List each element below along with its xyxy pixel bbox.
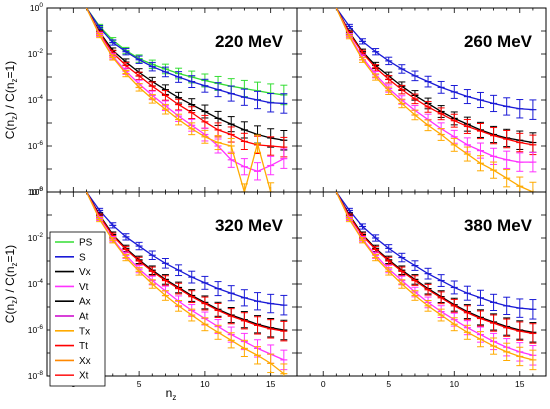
x-axis-title: nz <box>166 386 177 402</box>
legend-box <box>49 231 106 387</box>
panels-layer: 100 10-2 10-4 10-6 10-8 220 MeV 260 MeV 0 5 10 15 1… <box>28 2 547 389</box>
legend-label-vx: Vx <box>79 267 91 278</box>
series-line-s <box>335 8 533 111</box>
y-tick-label: 100 <box>30 2 43 13</box>
panel-title: 320 MeV <box>215 216 284 235</box>
y-axis-title-top: C(nz) / C(nz=1) <box>3 61 19 139</box>
legend-label-vt: Vt <box>79 282 89 293</box>
series-line-vx <box>85 8 284 141</box>
panel-1: 100 10-2 10-4 10-6 10-8 220 MeV <box>28 2 298 197</box>
legend-label-ax: Ax <box>79 297 91 308</box>
y-tick-label: 10-8 <box>28 370 44 381</box>
panel-title: 380 MeV <box>464 216 533 235</box>
y-axis-title-bottom: C(nz) / C(nz=1) <box>3 245 19 323</box>
y-tick-label: 10-2 <box>28 48 44 59</box>
series-line-tx <box>335 8 534 192</box>
series-line-tx <box>335 192 534 361</box>
series-line-vx <box>335 8 534 144</box>
legend-label-tx: Tx <box>79 326 90 337</box>
panel-4: 0 5 10 15 380 MeV <box>296 191 547 389</box>
legend-label-xx: Xx <box>79 356 91 367</box>
series-line-vt <box>335 192 534 356</box>
series-group <box>335 8 537 192</box>
panel-2: 260 MeV <box>296 7 547 193</box>
series-line-tt <box>85 8 284 148</box>
series-line-vt <box>85 192 285 361</box>
y-tick-label: 10-8 <box>28 186 44 197</box>
series-line-tt <box>85 192 284 332</box>
y-tick-label: 10-2 <box>28 232 44 243</box>
series-line-vx <box>85 192 284 331</box>
series-group <box>335 192 537 371</box>
series-line-vt <box>335 8 533 163</box>
series-group <box>85 8 288 192</box>
legend-label-s: S <box>79 252 86 263</box>
series-line-tt <box>335 192 534 335</box>
legend-label-ps: PS <box>79 238 93 249</box>
panel-title: 260 MeV <box>464 32 533 51</box>
y-tick-label: 10-4 <box>28 94 44 105</box>
series-line-ps <box>85 8 284 96</box>
axis-titles: C(nz) / C(nz=1) C(nz) / C(nz=1) nz <box>3 61 176 402</box>
panel-title: 220 MeV <box>215 32 284 51</box>
y-tick-label: 100 <box>30 186 43 197</box>
y-tick-label: 10-4 <box>28 278 44 289</box>
legend-label-at: At <box>79 312 89 323</box>
series-line-s <box>85 8 284 105</box>
series-line-tx <box>85 192 285 375</box>
x-tick-label: 15 <box>515 379 525 389</box>
x-tick-label: 15 <box>266 379 276 389</box>
series-line-tt <box>335 8 534 146</box>
legend: PS S Vx Vt Ax At Tx Tt Xx Xt <box>49 231 106 387</box>
y-tick-label: 10-6 <box>28 140 44 151</box>
series-line-s <box>85 192 284 306</box>
series-line-vx <box>335 192 534 333</box>
x-tick-label: 5 <box>137 379 142 389</box>
x-tick-label: 10 <box>450 379 460 389</box>
series-line-s <box>335 192 533 310</box>
x-tick-label: 0 <box>321 379 326 389</box>
y-tick-label: 10-6 <box>28 324 44 335</box>
x-tick-label: 5 <box>386 379 391 389</box>
legend-label-xt: Xt <box>79 371 89 382</box>
x-tick-label: 10 <box>200 379 210 389</box>
series-group <box>85 192 288 376</box>
legend-label-tt: Tt <box>79 341 88 352</box>
